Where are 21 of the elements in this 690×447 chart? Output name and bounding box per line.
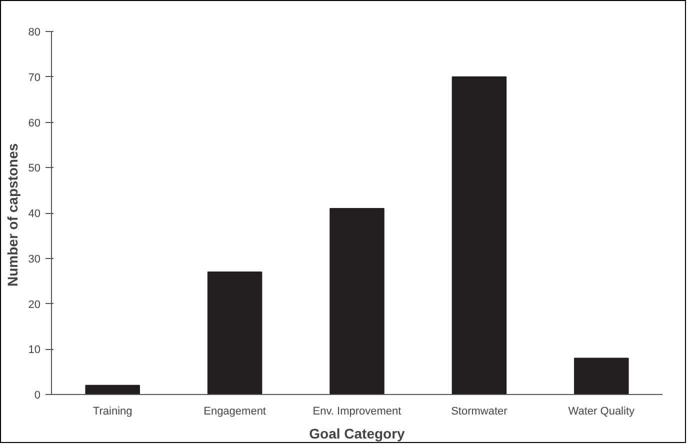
bar — [207, 271, 262, 394]
y-axis-title: Number of capstones — [4, 143, 20, 287]
x-tick-label: Env. Improvement — [312, 406, 402, 418]
x-tick-label: Training — [92, 406, 132, 418]
y-tick-label: 0 — [34, 390, 41, 402]
y-tick-label: 30 — [28, 253, 41, 266]
y-tick-label: 60 — [28, 117, 41, 130]
x-tick-label: Water Quality — [568, 406, 636, 418]
x-axis-title: Goal Category — [309, 426, 406, 442]
y-tick-label: 40 — [28, 208, 41, 220]
y-tick-label: 20 — [28, 298, 41, 311]
bar — [85, 384, 140, 394]
y-tick-label: 70 — [28, 72, 41, 84]
y-tick-label: 80 — [28, 26, 41, 38]
bar — [330, 208, 384, 394]
bar — [574, 358, 629, 394]
x-tick-label: Stormwater — [451, 406, 508, 418]
bar — [452, 76, 507, 394]
y-tick-label: 10 — [28, 344, 41, 356]
x-tick-label: Engagement — [204, 406, 266, 418]
y-tick-label: 50 — [28, 162, 41, 175]
